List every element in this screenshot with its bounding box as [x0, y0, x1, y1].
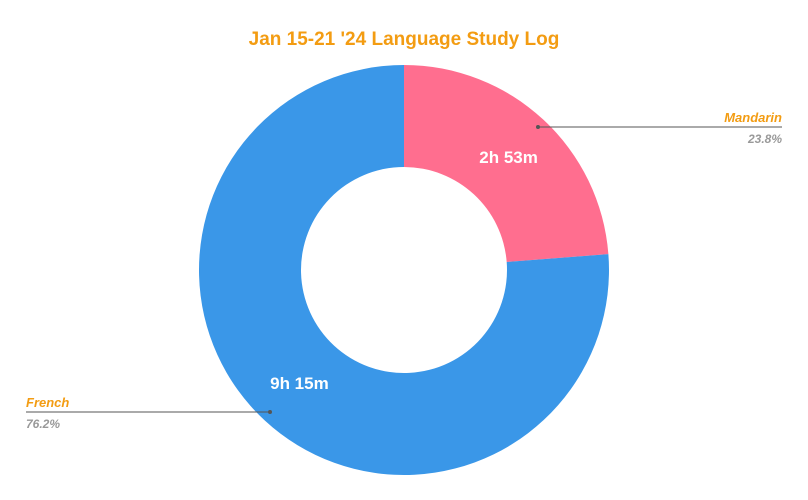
slice-labels-layer: 2h 53m 9h 15m	[270, 148, 538, 393]
callout-percent-french: 76.2%	[26, 417, 60, 431]
chart-title: Jan 15-21 '24 Language Study Log	[249, 29, 560, 50]
callout-name-french: French	[26, 395, 69, 410]
callout-name-mandarin: Mandarin	[724, 110, 782, 125]
donut-slice-mandarin	[404, 65, 609, 262]
leader-dot-mandarin	[536, 125, 540, 129]
slice-value-label-french: 9h 15m	[270, 374, 329, 393]
callouts-layer: Mandarin 23.8% French 76.2%	[26, 110, 782, 431]
slices-layer	[199, 65, 609, 476]
leader-dot-french	[268, 410, 272, 414]
donut-slice-french	[199, 65, 609, 476]
slice-value-label-mandarin: 2h 53m	[479, 148, 538, 167]
callout-percent-mandarin: 23.8%	[747, 132, 782, 146]
